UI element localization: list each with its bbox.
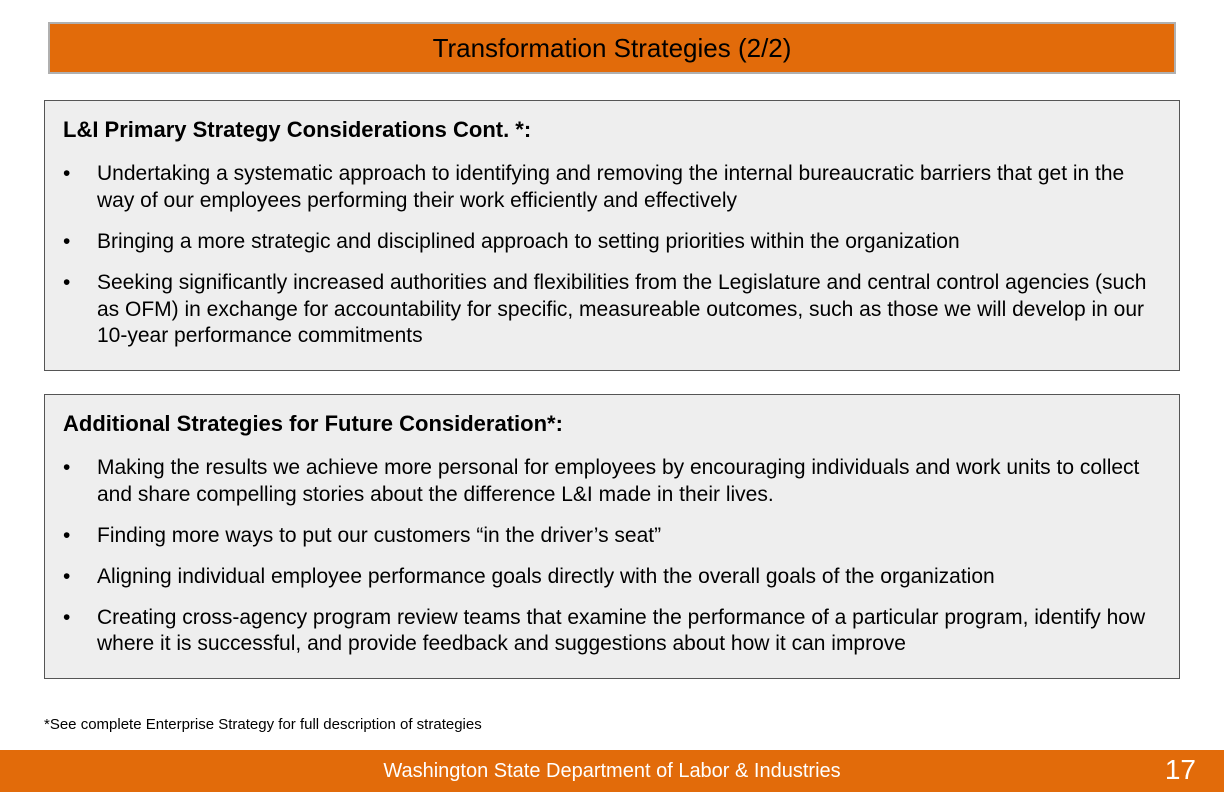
- primary-strategy-heading: L&I Primary Strategy Considerations Cont…: [63, 117, 1161, 143]
- additional-strategies-list: • Making the results we achieve more per…: [63, 455, 1161, 658]
- list-item: • Undertaking a systematic approach to i…: [63, 161, 1161, 215]
- footnote: *See complete Enterprise Strategy for fu…: [44, 716, 482, 733]
- list-item: • Bringing a more strategic and discipli…: [63, 229, 1161, 256]
- primary-strategy-box: L&I Primary Strategy Considerations Cont…: [44, 100, 1180, 371]
- bullet-icon: •: [63, 455, 97, 482]
- bullet-icon: •: [63, 523, 97, 550]
- list-item: • Making the results we achieve more per…: [63, 455, 1161, 509]
- bullet-text: Making the results we achieve more perso…: [97, 455, 1161, 509]
- page-number: 17: [1165, 754, 1196, 786]
- bullet-icon: •: [63, 564, 97, 591]
- bullet-text: Undertaking a systematic approach to ide…: [97, 161, 1161, 215]
- bullet-icon: •: [63, 229, 97, 256]
- bullet-text: Aligning individual employee performance…: [97, 564, 1161, 591]
- list-item: • Seeking significantly increased author…: [63, 270, 1161, 351]
- footer-text: Washington State Department of Labor & I…: [383, 760, 840, 783]
- title-bar: Transformation Strategies (2/2): [48, 22, 1176, 74]
- bullet-text: Finding more ways to put our customers “…: [97, 523, 1161, 550]
- bullet-icon: •: [63, 161, 97, 188]
- bullet-icon: •: [63, 270, 97, 297]
- slide-title: Transformation Strategies (2/2): [433, 33, 792, 64]
- footer-bar: Washington State Department of Labor & I…: [0, 750, 1224, 792]
- additional-strategies-box: Additional Strategies for Future Conside…: [44, 394, 1180, 679]
- list-item: • Creating cross-agency program review t…: [63, 605, 1161, 659]
- bullet-icon: •: [63, 605, 97, 632]
- list-item: • Finding more ways to put our customers…: [63, 523, 1161, 550]
- bullet-text: Bringing a more strategic and discipline…: [97, 229, 1161, 256]
- bullet-text: Seeking significantly increased authorit…: [97, 270, 1161, 351]
- additional-strategies-heading: Additional Strategies for Future Conside…: [63, 411, 1161, 437]
- primary-strategy-list: • Undertaking a systematic approach to i…: [63, 161, 1161, 350]
- bullet-text: Creating cross-agency program review tea…: [97, 605, 1161, 659]
- slide: Transformation Strategies (2/2) L&I Prim…: [0, 0, 1224, 792]
- list-item: • Aligning individual employee performan…: [63, 564, 1161, 591]
